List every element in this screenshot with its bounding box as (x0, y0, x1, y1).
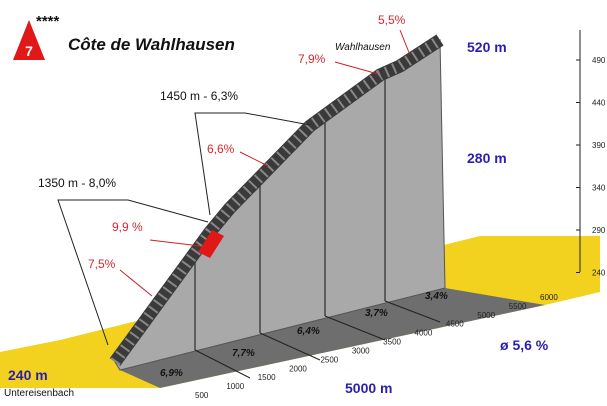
altitude-tick: 440 (592, 99, 606, 108)
altitude-tick: 390 (592, 141, 606, 150)
climb-name: Côte de Wahlhausen (68, 35, 235, 54)
distance-tick: 2500 (320, 355, 338, 364)
stars: **** (36, 13, 60, 30)
section-label: 1350 m - 8,0% (38, 176, 116, 190)
ridge-texture (110, 35, 443, 366)
gradient: 9,9 % (112, 220, 143, 234)
altitude-tick: 290 (592, 226, 606, 235)
distance-tick: 1500 (258, 373, 276, 382)
distance-tick: 5500 (509, 302, 527, 311)
altitude-ticks: 490 440 390 340 290 240 (576, 56, 606, 278)
floor-lines (194, 300, 441, 379)
segment-gradients: 6,9% 7,7% 6,4% 3,7% 3,4% (160, 291, 448, 379)
callouts (57, 29, 411, 346)
distance-tick: 3000 (352, 346, 370, 355)
last-gradient: 5,5% (378, 13, 406, 27)
elevation-gain: 280 m (467, 150, 507, 166)
rank: 7 (25, 43, 33, 59)
floor-shadow (120, 288, 545, 388)
segment-gradient: 6,9% (160, 368, 183, 379)
altitude-tick: 240 (592, 269, 606, 278)
summit-altitude: 520 m (467, 39, 507, 55)
distance-tick: 4500 (446, 320, 464, 329)
gradient: 7,9% (298, 52, 326, 66)
length: 5000 m (345, 380, 392, 396)
distance-tick: 2000 (289, 364, 307, 373)
steep-block (198, 230, 224, 258)
start-altitude: 240 m (8, 367, 48, 383)
gradient: 7,5% (88, 257, 116, 271)
segment-gradient: 7,7% (232, 348, 255, 359)
distance-tick: 6000 (540, 293, 558, 302)
average-gradient: ø 5,6 % (500, 337, 549, 353)
dividers (194, 72, 386, 350)
altitude-tick: 490 (592, 56, 606, 65)
altitude-tick: 340 (592, 184, 606, 193)
segment-gradient: 3,7% (365, 308, 388, 319)
segment-gradient: 6,4% (297, 326, 320, 337)
distance-tick: 4000 (415, 329, 433, 338)
start-place: Untereisenbach (4, 388, 74, 399)
distance-tick: 3500 (383, 338, 401, 347)
gradient: 6,6% (207, 142, 235, 156)
segment-gradient: 3,4% (425, 291, 448, 302)
distance-tick: 1000 (226, 382, 244, 391)
section-label: 1450 m - 6,3% (160, 89, 238, 103)
distance-tick: 500 (195, 391, 209, 400)
distance-ticks: 500 1000 1500 2000 2500 3000 3500 4000 4500 5000 5… (195, 293, 558, 400)
rank-badge (13, 20, 45, 60)
summit-place: Wahlhausen (335, 42, 391, 53)
distance-tick: 5000 (477, 311, 495, 320)
